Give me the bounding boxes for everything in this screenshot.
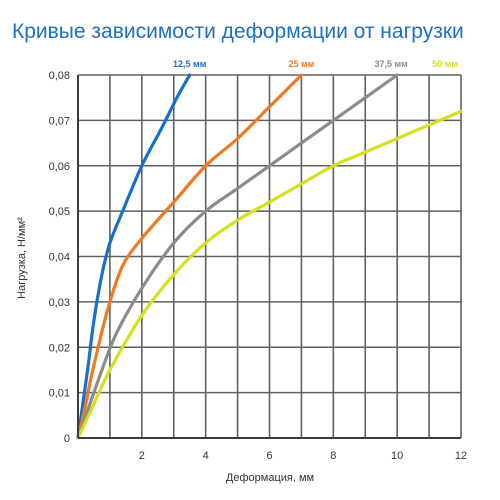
y-tick-label: 0,04 [49, 252, 70, 264]
grid [78, 74, 462, 438]
series-label: 50 мм [432, 59, 458, 69]
y-tick-label: 0 [64, 433, 70, 445]
series-label: 12,5 мм [173, 59, 207, 69]
y-tick-label: 0,01 [49, 388, 70, 400]
x-tick-label: 8 [330, 450, 336, 462]
axes [77, 75, 461, 439]
tick-labels: 0 0,01 0,02 0,03 0,04 0,05 0,06 0,07 0,08 2 4 6 8 10 1… [49, 70, 468, 462]
x-axis-label: Деформация, мм [226, 472, 314, 484]
series-curve [76, 73, 303, 440]
y-tick-label: 0,05 [49, 206, 70, 218]
x-tick-label: 10 [391, 450, 403, 462]
x-tick-label: 4 [203, 450, 209, 462]
x-tick-label: 6 [266, 450, 272, 462]
series-label: 25 мм [289, 59, 315, 69]
y-tick-label: 0,07 [49, 115, 70, 127]
series-curve [76, 109, 463, 440]
series-label: 37,5 мм [374, 59, 408, 69]
series-labels: 12,5 мм 25 мм 37,5 мм 50 мм [173, 59, 458, 69]
series-curve [76, 73, 399, 440]
chart-title: Кривые зависимости деформации от нагрузк… [12, 20, 464, 43]
y-tick-label: 0,02 [49, 342, 70, 354]
series-curve [76, 73, 192, 440]
y-tick-label: 0,03 [49, 297, 70, 309]
x-tick-label: 2 [139, 450, 145, 462]
y-tick-label: 0,08 [49, 70, 70, 82]
y-tick-label: 0,06 [49, 161, 70, 173]
curves [76, 73, 463, 440]
y-axis-label: Нагрузка, Н/мм² [16, 217, 28, 299]
x-tick-label: 12 [455, 450, 467, 462]
